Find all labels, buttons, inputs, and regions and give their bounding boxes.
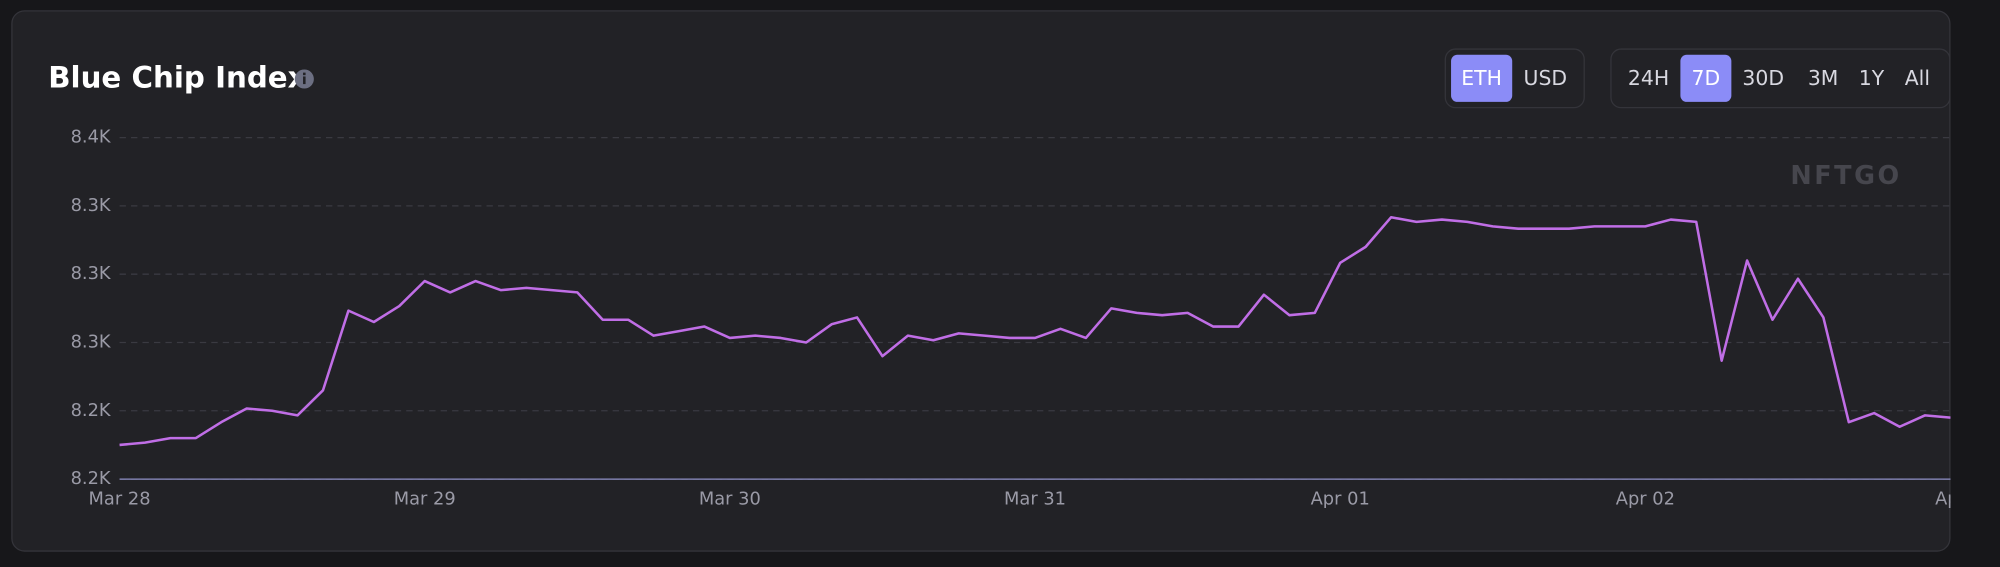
range-button[interactable]: All bbox=[1905, 66, 1930, 90]
y-tick-label: 8.2K bbox=[71, 468, 112, 489]
x-tick-label: Apr 01 bbox=[1311, 488, 1370, 509]
x-tick-label: Mar 31 bbox=[1004, 488, 1066, 509]
y-tick-label: 8.3K bbox=[71, 263, 112, 284]
plot: NFTGO 8.2K 8.2K 8.3K 8.3K 8.3K 8.4K Mar 28 Mar 2… bbox=[71, 127, 1967, 509]
currency-button[interactable]: ETH bbox=[1461, 66, 1502, 90]
currency-toggle bbox=[1444, 48, 1585, 109]
y-tick-label: 8.4K bbox=[71, 127, 112, 148]
chart-title: Blue Chip Index bbox=[48, 60, 306, 94]
x-tick-label: Apr 02 bbox=[1616, 488, 1675, 509]
y-tick-label: 8.3K bbox=[71, 195, 112, 216]
x-tick-label: Mar 28 bbox=[89, 488, 151, 509]
x-tick-label: Mar 30 bbox=[699, 488, 761, 509]
card bbox=[11, 10, 1951, 552]
range-button-active[interactable] bbox=[1680, 54, 1732, 102]
range-button[interactable]: 1Y bbox=[1859, 66, 1885, 90]
info-icon-glyph bbox=[303, 72, 306, 76]
currency-button[interactable]: USD bbox=[1524, 66, 1568, 90]
x-tick-label: Apr bbox=[1935, 488, 1967, 509]
y-tick-label: 8.2K bbox=[71, 400, 112, 421]
currency-button-active[interactable] bbox=[1451, 54, 1513, 102]
range-button[interactable]: 7D bbox=[1692, 66, 1721, 90]
index-line bbox=[119, 216, 1951, 447]
range-button[interactable]: 24H bbox=[1628, 66, 1669, 90]
y-tick-label: 8.3K bbox=[71, 331, 112, 352]
info-icon-glyph bbox=[303, 76, 306, 85]
range-button[interactable]: 30D bbox=[1742, 66, 1784, 90]
range-toggle bbox=[1610, 48, 1951, 109]
range-button[interactable]: 3M bbox=[1808, 66, 1839, 90]
x-tick-label: Mar 29 bbox=[394, 488, 456, 509]
watermark: NFTGO bbox=[1790, 161, 1901, 191]
